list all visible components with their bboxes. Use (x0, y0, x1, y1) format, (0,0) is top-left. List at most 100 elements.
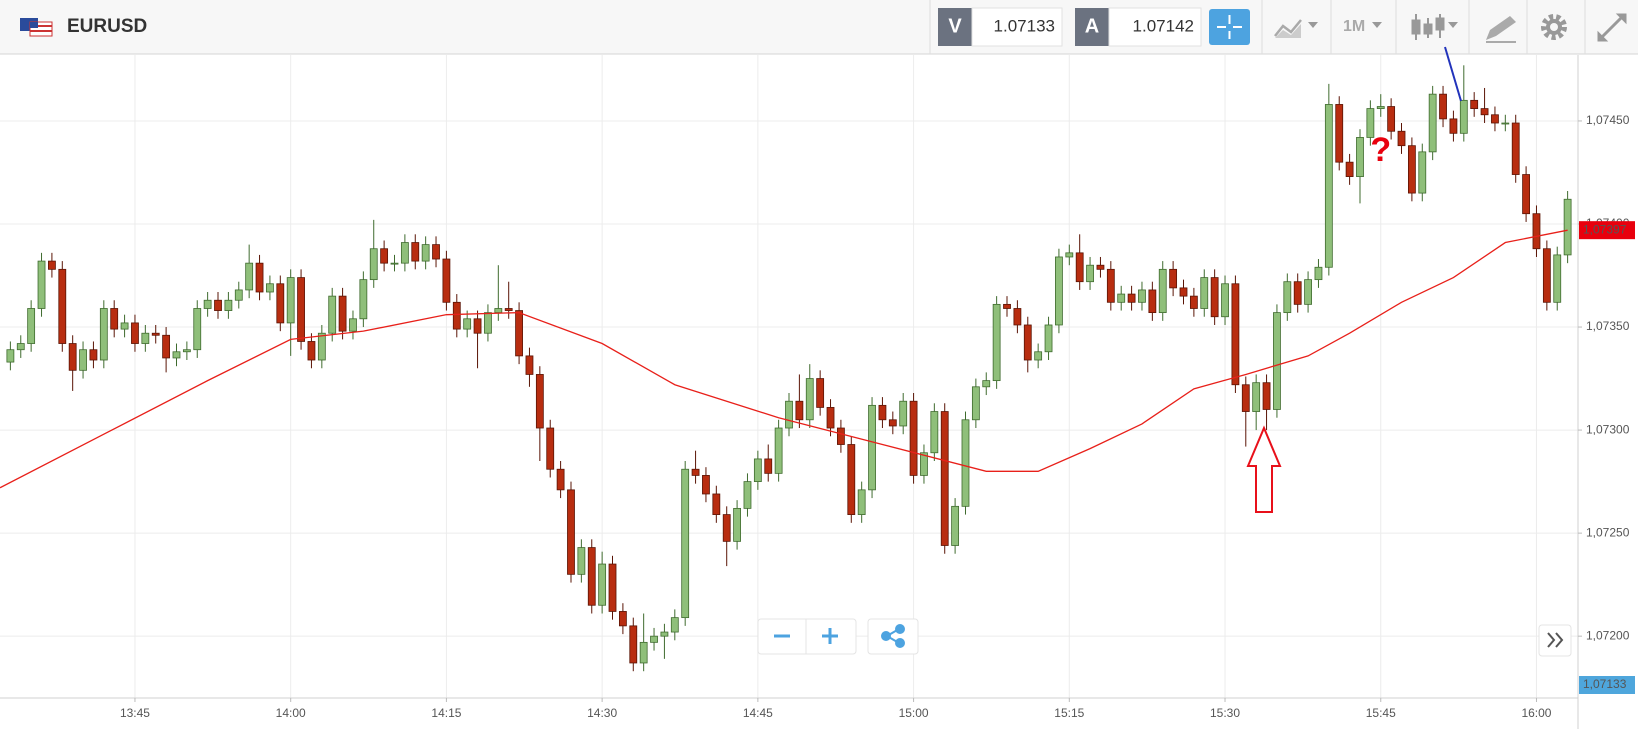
candle-body (193, 308, 202, 351)
drawn-arrow (1246, 425, 1282, 513)
candle-body (151, 332, 160, 336)
candle-body (598, 563, 607, 606)
share-icon (881, 624, 905, 648)
candle-body (982, 380, 991, 388)
candle-body (1283, 281, 1292, 314)
candle-body (1480, 108, 1489, 116)
candle-body (473, 318, 482, 334)
candle-body (951, 505, 960, 546)
candle-body (1055, 256, 1063, 326)
bid-box (971, 7, 1063, 47)
drawn-line (1444, 46, 1462, 102)
candle-body (992, 303, 1001, 382)
candle-body (99, 308, 108, 361)
candle-body (608, 563, 617, 612)
axis: 1,072001,072501,073001,073501,074001,074… (0, 55, 1638, 729)
candle-body (1158, 268, 1167, 314)
header-bar (0, 0, 1638, 54)
candle-body (899, 400, 908, 427)
candle-body (68, 343, 77, 371)
candle-body (1252, 382, 1261, 412)
bid-price: 1.07133 (994, 16, 1055, 35)
price-tag-label: 1,07133 (1583, 677, 1627, 691)
candle-body (515, 310, 523, 357)
candle-body (245, 262, 254, 291)
candle-body (1470, 99, 1479, 109)
ask-button[interactable] (1075, 8, 1109, 46)
candle-body (1314, 266, 1323, 281)
timeframe: 1M (1343, 18, 1365, 35)
bid-button[interactable] (938, 8, 972, 46)
candle-body (58, 268, 67, 344)
scroll-end-button[interactable] (1538, 624, 1572, 657)
candle-body (1439, 93, 1447, 120)
candle-body (618, 611, 627, 627)
share-button[interactable] (867, 618, 919, 655)
candle-body (89, 349, 98, 361)
annotation: ? (1370, 131, 1391, 169)
candle-body (16, 343, 25, 351)
candle-style-button[interactable] (1411, 14, 1458, 40)
x-tick-label: 15:45 (1366, 706, 1396, 720)
candle-body (1106, 268, 1115, 303)
x-tick-label: 14:45 (743, 706, 773, 720)
settings-button[interactable] (1541, 14, 1567, 40)
candle-body (1096, 264, 1105, 270)
ask-box (1108, 7, 1202, 47)
candle-body (546, 427, 555, 470)
candle-body (182, 349, 191, 353)
candle-body (1553, 254, 1562, 303)
candle-body (1013, 308, 1022, 326)
candle-body (587, 547, 596, 606)
candle-body (234, 289, 243, 301)
candle-body (328, 295, 337, 334)
symbol: EURUSD (67, 16, 147, 37)
candle-body (971, 386, 980, 421)
crosshair-button[interactable] (1209, 9, 1250, 45)
x-tick-label: 15:15 (1054, 706, 1084, 720)
y-tick-label: 1,07300 (1586, 422, 1630, 436)
candle-body (411, 242, 420, 262)
candle-body (380, 248, 389, 264)
candle-body (1189, 295, 1198, 309)
candle-body (203, 299, 212, 309)
candle-body (1262, 382, 1271, 410)
fullscreen-button[interactable] (1597, 13, 1627, 42)
plot-area: ? (0, 55, 1578, 698)
x-axis-panel (0, 698, 1578, 729)
draw-tool-button[interactable] (1486, 16, 1516, 43)
candle-body (1241, 384, 1250, 412)
candle-body (1231, 283, 1240, 386)
candle-body (961, 419, 970, 507)
candles (6, 65, 1572, 672)
x-tick-label: 14:15 (431, 706, 461, 720)
candle-body (1501, 122, 1510, 125)
candle-body (702, 475, 710, 495)
candle-body (1356, 137, 1364, 177)
candle-body (1138, 289, 1146, 303)
candle-body (712, 493, 721, 515)
candle-body (338, 295, 347, 332)
candle-body (1449, 118, 1458, 134)
candle-body (785, 400, 793, 429)
price-tag (1579, 676, 1635, 694)
candle-body (224, 299, 233, 311)
candle-body (909, 400, 918, 476)
candle-body (452, 301, 461, 330)
candle-body (1127, 293, 1136, 303)
zoom-in-button[interactable] (822, 628, 838, 644)
y-tick-label: 1,07250 (1586, 525, 1630, 539)
candle-body (888, 419, 897, 427)
candle-body (286, 277, 295, 324)
chart-type-button[interactable] (1274, 19, 1318, 38)
candle-body (369, 248, 378, 281)
candle-body (556, 468, 565, 491)
candle-body (795, 400, 804, 421)
timeframe-button[interactable]: 1M (1343, 18, 1382, 35)
candle-body (650, 635, 658, 643)
candle-body (816, 378, 825, 408)
candle-body (442, 258, 451, 303)
